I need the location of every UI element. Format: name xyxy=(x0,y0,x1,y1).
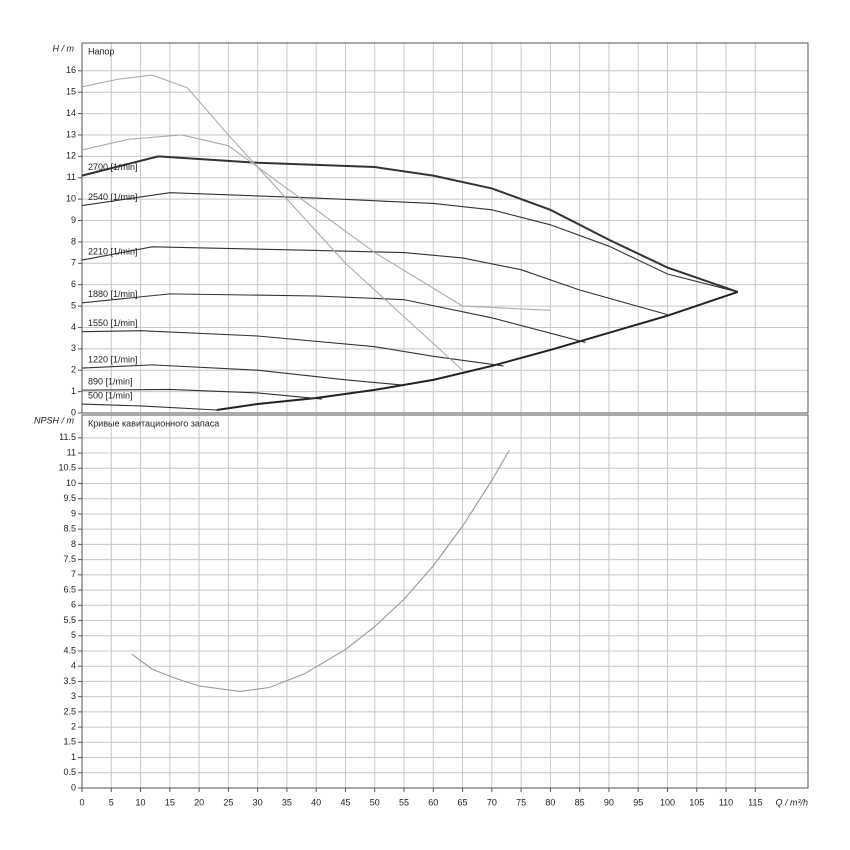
x-tick-label: 70 xyxy=(487,797,497,807)
y-tick-label: 11 xyxy=(67,172,76,182)
curve xyxy=(81,388,323,400)
y-tick-label: 7 xyxy=(71,258,76,268)
curve xyxy=(81,192,738,293)
x-tick-label: 40 xyxy=(311,797,321,807)
x-tick-label: 35 xyxy=(282,797,292,807)
y-tick-label: 1.5 xyxy=(63,737,76,747)
chart-title: Кривые кавитационного запаса xyxy=(88,418,219,428)
y-tick-label: 0 xyxy=(71,407,76,417)
x-tick-label: 30 xyxy=(253,797,263,807)
curve xyxy=(81,293,586,343)
curve xyxy=(81,155,739,293)
y-tick-label: 16 xyxy=(66,65,76,75)
y-tick-label: 6 xyxy=(71,600,76,610)
y-tick-label: 8.5 xyxy=(63,524,76,534)
x-tick-label: 105 xyxy=(689,797,704,807)
curve xyxy=(81,403,217,411)
y-tick-label: 7.5 xyxy=(63,554,76,564)
y-tick-label: 12 xyxy=(66,151,76,161)
y-tick-label: 5 xyxy=(71,300,76,310)
x-axis-label: Q / m³/h xyxy=(775,797,808,807)
x-tick-label: 25 xyxy=(223,797,233,807)
y-tick-label: 1 xyxy=(71,752,76,762)
y-tick-label: 10 xyxy=(66,478,76,488)
y-tick-label: 14 xyxy=(66,108,76,118)
plot-border xyxy=(81,414,809,789)
curve-label: 890 [1/min] xyxy=(88,376,133,386)
x-tick-label: 50 xyxy=(370,797,380,807)
x-tick-label: 5 xyxy=(109,797,114,807)
plot-area xyxy=(81,42,809,414)
curve xyxy=(81,330,504,367)
y-tick-label: 7 xyxy=(71,569,76,579)
y-tick-label: 9 xyxy=(71,508,76,518)
x-tick-label: 0 xyxy=(79,797,84,807)
y-tick-label: 3.5 xyxy=(63,676,76,686)
x-tick-label: 110 xyxy=(719,797,733,807)
plot-border xyxy=(81,42,809,414)
y-axis-label: H / m xyxy=(53,43,75,53)
x-tick-label: 100 xyxy=(660,797,675,807)
curve xyxy=(81,134,551,311)
y-tick-label: 9.5 xyxy=(63,493,76,503)
y-tick-label: 11 xyxy=(67,447,76,457)
x-tick-label: 75 xyxy=(516,797,526,807)
curve xyxy=(81,74,463,371)
x-tick-label: 60 xyxy=(428,797,438,807)
y-tick-label: 0 xyxy=(71,782,76,792)
y-axis-label: NPSH / m xyxy=(34,415,75,425)
x-tick-label: 80 xyxy=(545,797,555,807)
y-tick-label: 11.5 xyxy=(59,432,76,442)
y-tick-label: 4 xyxy=(71,322,76,332)
y-tick-label: 10.5 xyxy=(58,463,76,473)
y-tick-label: 15 xyxy=(66,87,76,97)
y-tick-label: 9 xyxy=(71,215,76,225)
x-tick-label: 55 xyxy=(399,797,409,807)
y-tick-label: 5 xyxy=(71,630,76,640)
x-tick-label: 115 xyxy=(748,797,762,807)
x-tick-label: 65 xyxy=(458,797,468,807)
curve-label: 1220 [1/min] xyxy=(88,354,138,364)
y-tick-label: 3 xyxy=(71,343,76,353)
curve-label: 500 [1/min] xyxy=(88,390,133,400)
curve-label: 1880 [1/min] xyxy=(88,289,138,299)
y-tick-label: 1 xyxy=(71,386,76,396)
y-tick-label: 8 xyxy=(71,236,76,246)
y-tick-label: 8 xyxy=(71,539,76,549)
curve-label: 2540 [1/min] xyxy=(88,192,138,202)
x-tick-label: 90 xyxy=(604,797,614,807)
y-tick-label: 10 xyxy=(66,194,76,204)
y-tick-label: 4 xyxy=(71,661,76,671)
y-tick-label: 6 xyxy=(71,279,76,289)
y-tick-label: 2 xyxy=(71,365,76,375)
y-tick-label: 4.5 xyxy=(63,645,76,655)
curve-label: 2700 [1/min] xyxy=(88,162,138,172)
plot-area xyxy=(81,414,809,789)
x-tick-label: 15 xyxy=(165,797,175,807)
y-tick-label: 13 xyxy=(66,129,76,139)
curve-label: 2210 [1/min] xyxy=(88,246,138,256)
y-tick-label: 0.5 xyxy=(63,767,76,777)
curve xyxy=(131,449,510,693)
y-tick-label: 6.5 xyxy=(63,584,76,594)
x-tick-label: 10 xyxy=(136,797,146,807)
curve xyxy=(81,246,668,316)
y-tick-label: 2.5 xyxy=(63,706,76,716)
x-tick-label: 45 xyxy=(340,797,350,807)
curve xyxy=(81,364,405,386)
curve xyxy=(216,291,739,411)
x-tick-label: 20 xyxy=(194,797,204,807)
x-tick-label: 95 xyxy=(633,797,643,807)
x-tick-label: 85 xyxy=(575,797,585,807)
chart-title: Напор xyxy=(88,46,114,56)
y-tick-label: 3 xyxy=(71,691,76,701)
curve-label: 1550 [1/min] xyxy=(88,318,138,328)
y-tick-label: 5.5 xyxy=(63,615,76,625)
y-tick-label: 2 xyxy=(71,721,76,731)
